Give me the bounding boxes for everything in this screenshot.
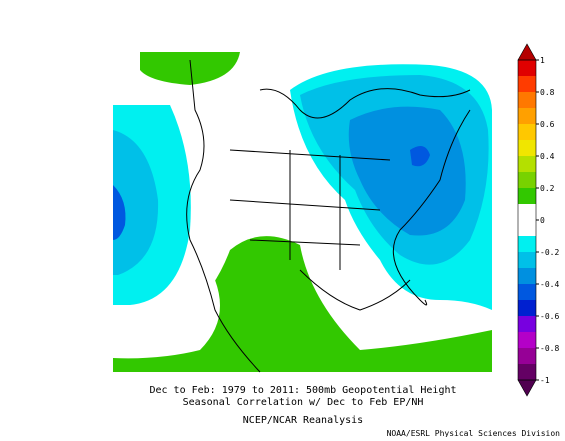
colorbar-tick-label: 0.4 [540, 152, 555, 161]
colorbar-bin [518, 140, 536, 157]
map [113, 52, 492, 373]
colorbar-tick-label: 0 [540, 216, 545, 225]
colorbar-bin [518, 172, 536, 189]
caption-line: Dec to Feb: 1979 to 2011: 500mb Geopoten… [149, 385, 456, 396]
shade-blue-east [348, 106, 466, 236]
caption-line: Seasonal Correlation w/ Dec to Feb EP/NH [183, 397, 424, 408]
colorbar-bin [518, 188, 536, 205]
colorbar-bin [518, 300, 536, 317]
colorbar-bin [518, 60, 536, 77]
colorbar-bin [518, 220, 536, 237]
colorbar-bin [518, 92, 536, 109]
colorbar-bin [518, 252, 536, 269]
colorbar-tick-label: -1 [540, 376, 550, 385]
colorbar-bin [518, 76, 536, 93]
colorbar-bin [518, 268, 536, 285]
shade-darkblue-east [410, 146, 430, 167]
colorbar-tick-label: -0.4 [540, 280, 559, 289]
colorbar-bin [518, 332, 536, 349]
colorbar-bin [518, 284, 536, 301]
colorbar-bin [518, 204, 536, 221]
source: NCEP/NCAR Reanalysis [243, 415, 363, 426]
colorbar-tick-label: -0.8 [540, 344, 559, 353]
credit: NOAA/ESRL Physical Sciences Division [387, 429, 561, 437]
shade-green-north [140, 52, 240, 85]
colorbar-bin [518, 364, 536, 381]
colorbar-over [517, 43, 537, 61]
colorbar-bin [518, 316, 536, 333]
colorbar: 1 0.8 0.6 0.4 0.2 0 -0.2 -0.4 -0.6 -0.8 -1 [517, 43, 559, 397]
colorbar-bin [518, 108, 536, 125]
coastlines [186, 59, 471, 373]
colorbar-tick-label: 0.2 [540, 184, 555, 193]
colorbar-tick-label: 0.6 [540, 120, 555, 129]
colorbar-bin [518, 156, 536, 173]
colorbar-tick-label: -0.6 [540, 312, 559, 321]
colorbar-tick-label: 0.8 [540, 88, 555, 97]
colorbar-tick-label: 1 [540, 56, 545, 65]
shade-blue-west [113, 185, 126, 240]
colorbar-under [517, 379, 537, 397]
shade-white-south [113, 280, 220, 359]
colorbar-bin [518, 236, 536, 253]
shade-lightblue-west [113, 130, 159, 275]
colorbar-tick-label: -0.2 [540, 248, 559, 257]
colorbar-bin [518, 348, 536, 365]
colorbar-bin [518, 124, 536, 141]
